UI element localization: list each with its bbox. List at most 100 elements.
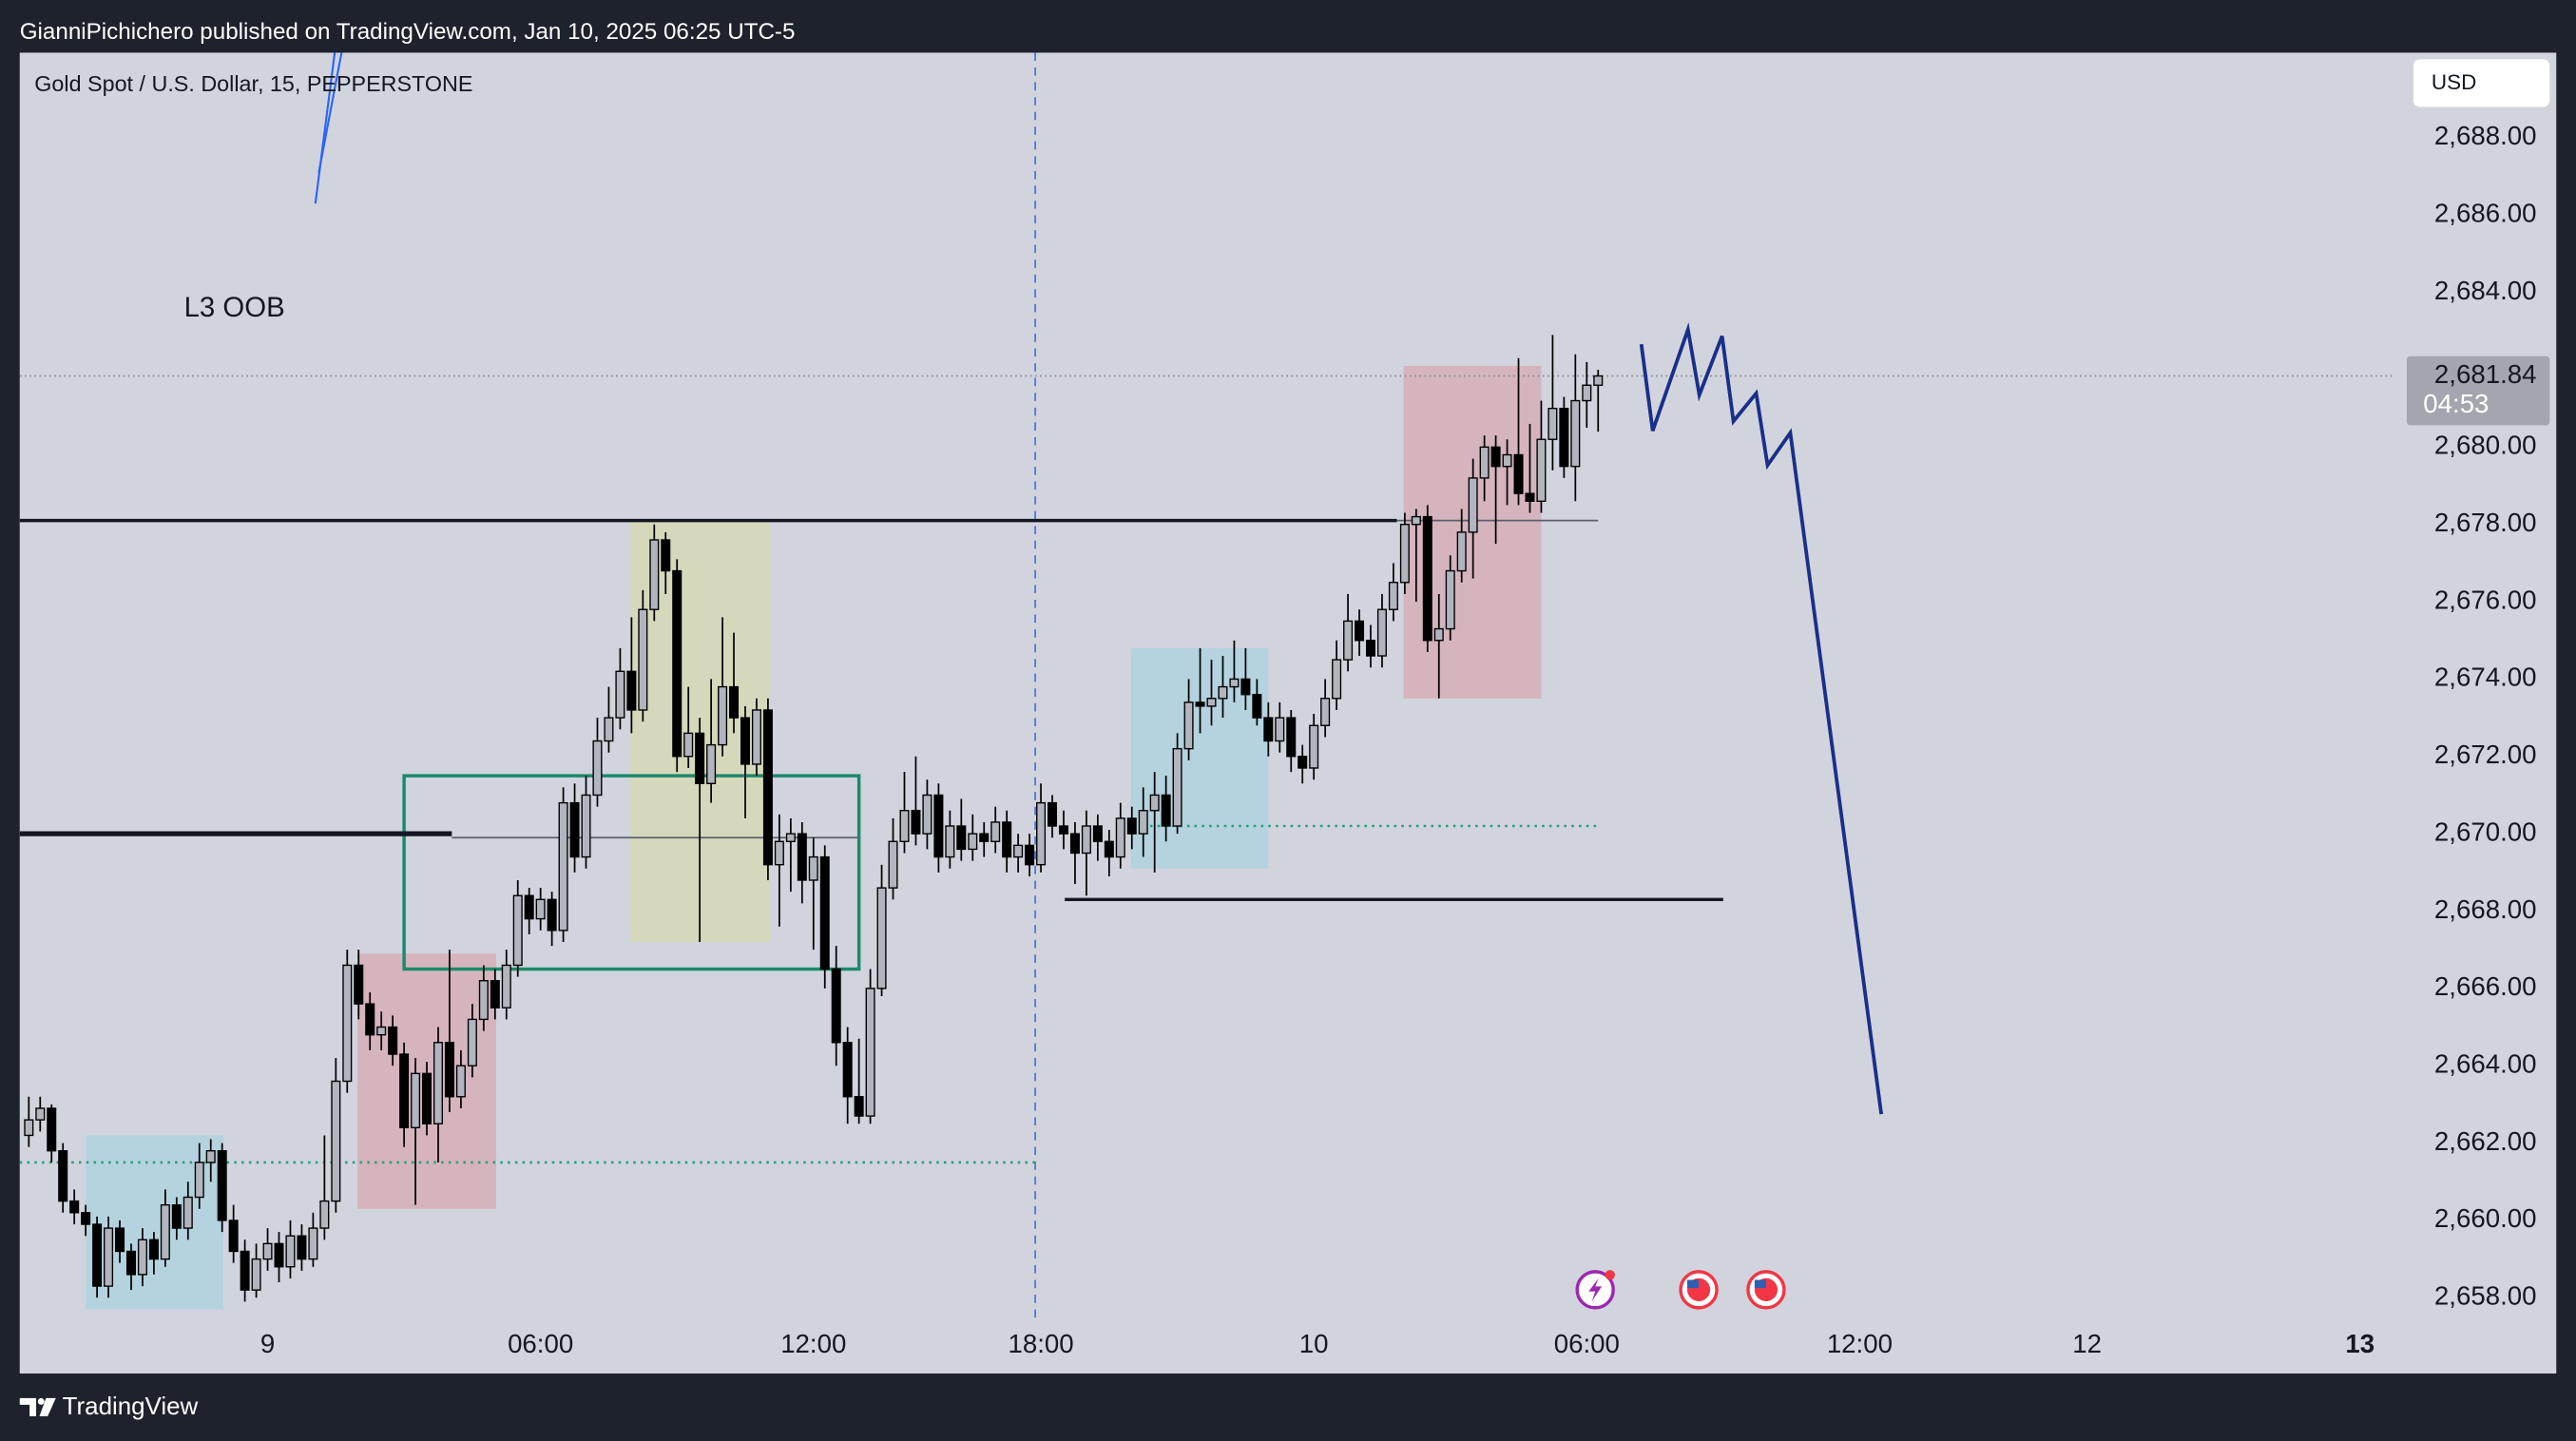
candle-body [1263, 717, 1274, 742]
currency[interactable]: USD [2432, 70, 2476, 94]
candle-body [47, 1107, 57, 1152]
candle-body [888, 840, 898, 889]
candle-body [729, 685, 740, 719]
candle-body [945, 825, 955, 858]
candle-body [1490, 446, 1501, 468]
candle-body [968, 833, 978, 851]
candle-body [1525, 492, 1535, 503]
candle-body [194, 1162, 204, 1199]
currency-box[interactable] [2413, 59, 2550, 107]
candle-body [1376, 608, 1387, 657]
x-tick-label: 13 [2345, 1329, 2374, 1358]
candle-body [137, 1239, 147, 1276]
candle-body [376, 1026, 387, 1036]
candle-body [558, 801, 568, 932]
candle-body [1058, 825, 1068, 835]
candle-body [1172, 747, 1182, 827]
candle-body [1365, 640, 1375, 657]
x-tick-label: 12:00 [1827, 1329, 1893, 1358]
candle-body [831, 968, 841, 1044]
candle-body [297, 1235, 307, 1260]
zone [402, 774, 861, 971]
candle-body [1138, 810, 1148, 835]
candle-body [1433, 627, 1444, 642]
candle-body [569, 801, 580, 858]
logo-part [37, 1397, 45, 1405]
candle-body [1422, 515, 1432, 642]
candle-body [422, 1072, 433, 1124]
candle-body [899, 810, 910, 842]
candle-body [649, 539, 660, 610]
candle-body [308, 1227, 318, 1260]
candle-body [501, 964, 511, 1009]
candle-body [774, 840, 784, 866]
candle-body [1069, 833, 1080, 855]
candle-body [626, 670, 637, 711]
candle-body [524, 894, 534, 920]
candle-body [718, 685, 728, 746]
candle-body [1399, 524, 1410, 584]
candle-body [217, 1150, 227, 1221]
candle-body [808, 855, 818, 881]
drawing-path [314, 52, 336, 204]
y-tick-label: 2,674.00 [2434, 663, 2537, 692]
y-tick-label: 2,670.00 [2434, 817, 2537, 846]
candle-body [354, 964, 364, 1005]
candle-body [58, 1150, 68, 1202]
annotation: L3 OOB [184, 292, 285, 323]
candle-body [331, 1080, 341, 1202]
candle-body [1445, 569, 1455, 630]
candle-body [1320, 698, 1331, 726]
y-tick-label: 2,686.00 [2434, 199, 2537, 228]
candle-body [1161, 794, 1171, 827]
candle-body [1456, 531, 1467, 572]
y-tick-label: 2,668.00 [2434, 894, 2537, 924]
candle-body [547, 898, 557, 932]
drawing-path [1639, 322, 1884, 1115]
candle-body [1240, 678, 1251, 696]
candle-body [251, 1258, 261, 1291]
flag-canton [1686, 1279, 1700, 1289]
candle-body [148, 1239, 159, 1260]
candle-body [683, 732, 694, 758]
candle-body [1468, 477, 1478, 533]
candle-body [512, 894, 523, 967]
candle-body [1536, 438, 1547, 503]
candle-body [854, 1096, 864, 1117]
candle-body [604, 717, 614, 742]
event-icons [1575, 1270, 1786, 1310]
candle-body [35, 1107, 46, 1121]
x-tick-label: 18:00 [1008, 1329, 1073, 1358]
candle-body [115, 1227, 125, 1253]
candle-body [24, 1119, 34, 1137]
candle-body [1309, 724, 1319, 769]
candle-body [478, 980, 489, 1021]
x-tick-label: 06:00 [508, 1329, 573, 1358]
candle-body [1275, 717, 1285, 742]
candle-body [1593, 375, 1604, 386]
y-tick-label: 2,662.00 [2434, 1126, 2537, 1156]
candle-body [1183, 701, 1194, 750]
candle-body [706, 743, 717, 784]
candle-body [365, 1003, 375, 1036]
candle-body [399, 1053, 410, 1128]
candle-body [1206, 698, 1217, 707]
y-tick-label: 2,660.00 [2434, 1203, 2537, 1233]
candle-body [842, 1042, 853, 1098]
candle-body [69, 1200, 80, 1214]
candle-body [1298, 756, 1308, 769]
candle-body [979, 833, 990, 842]
last-price-label: 2,681.84 [2434, 359, 2537, 389]
candle-body [1218, 685, 1228, 700]
candle-body [615, 670, 625, 719]
symbol-title: Gold Spot / U.S. Dollar, 15, PEPPERSTONE [34, 71, 472, 96]
plot-area [19, 52, 2395, 1321]
candle-body [1332, 659, 1342, 700]
logo-part [19, 1397, 37, 1416]
candle-body [262, 1242, 273, 1260]
candle-body [638, 608, 648, 711]
y-tick-label: 2,658.00 [2434, 1281, 2537, 1311]
x-tick-label: 9 [260, 1329, 275, 1358]
candle-body [762, 709, 773, 866]
candle-body [1570, 399, 1581, 468]
